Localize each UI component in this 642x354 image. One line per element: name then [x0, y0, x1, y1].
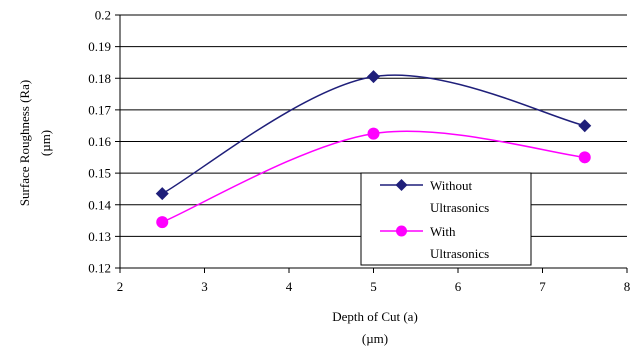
- series-with-ultrasonics: [156, 127, 591, 229]
- data-point-circle: [156, 216, 169, 229]
- legend-label-with-line-2: Ultrasonics: [430, 246, 489, 261]
- data-point-diamond: [578, 119, 592, 133]
- legend: Without Ultrasonics With Ultrasonics: [360, 172, 532, 266]
- x-tick-label: 7: [539, 279, 546, 294]
- y-tick-label: 0.12: [88, 261, 111, 276]
- legend-label-with-line-1: With: [430, 224, 456, 239]
- data-point-circle: [578, 151, 591, 164]
- y-axis-title-line-2: (µm): [38, 130, 53, 156]
- legend-entry-with-ultrasonics: With Ultrasonics: [380, 224, 489, 261]
- x-tick-label: 5: [370, 279, 377, 294]
- x-axis-title-line-2: (µm): [362, 331, 388, 346]
- series-without-ultrasonics: [155, 70, 592, 201]
- x-tick-labels: 2 3 4 5 6 7 8: [117, 279, 631, 294]
- data-point-diamond: [155, 187, 169, 201]
- legend-circle-marker: [396, 225, 407, 237]
- legend-label-without-line-1: Without: [430, 178, 472, 193]
- x-tick-label: 6: [455, 279, 462, 294]
- legend-entry-without-ultrasonics: Without Ultrasonics: [380, 178, 489, 215]
- x-axis-title-line-1: Depth of Cut (a): [332, 309, 418, 324]
- y-tick-label: 0.18: [88, 71, 111, 86]
- series-group: [155, 70, 592, 229]
- y-tick-label: 0.16: [88, 134, 111, 149]
- y-tick-labels: 0.12 0.13 0.14 0.15 0.16 0.17 0.18 0.19 0.2: [88, 8, 111, 276]
- y-tick-label: 0.2: [95, 8, 111, 23]
- y-tick-label: 0.13: [88, 229, 111, 244]
- data-point-diamond: [367, 70, 380, 84]
- x-tick-label: 8: [624, 279, 631, 294]
- y-tick-label: 0.14: [88, 197, 111, 212]
- legend-box: [360, 172, 532, 266]
- x-tick-label: 2: [117, 279, 124, 294]
- x-tick-label: 4: [286, 279, 293, 294]
- legend-diamond-marker: [395, 179, 408, 191]
- legend-label-without-line-2: Ultrasonics: [430, 200, 489, 215]
- y-axis-title-line-1: Surface Roughness (Ra): [17, 80, 32, 206]
- axes: [115, 14, 628, 273]
- y-tick-label: 0.17: [88, 102, 111, 117]
- data-point-circle: [367, 127, 380, 140]
- y-tick-label: 0.19: [88, 39, 111, 54]
- y-tick-label: 0.15: [88, 166, 111, 181]
- x-tick-label: 3: [201, 279, 208, 294]
- y-axis-title: Surface Roughness (Ra) (µm): [17, 80, 53, 206]
